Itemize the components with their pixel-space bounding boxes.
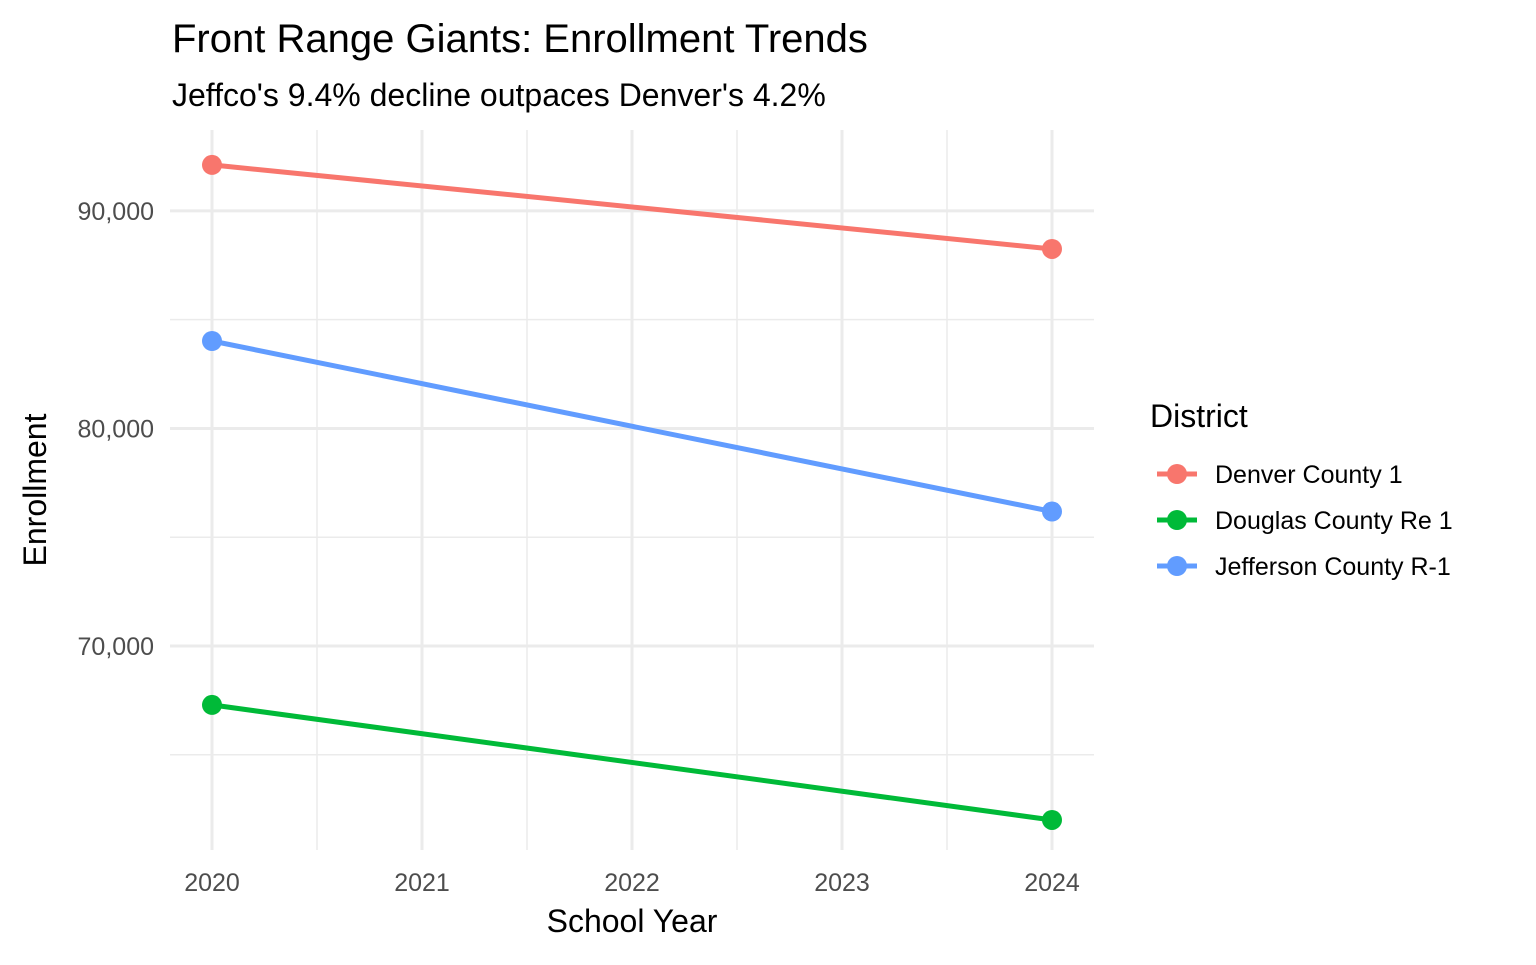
- data-point: [202, 154, 222, 175]
- chart-title: Front Range Giants: Enrollment Trends: [172, 17, 868, 61]
- data-point: [1042, 501, 1062, 522]
- y-tick-label: 70,000: [78, 633, 154, 661]
- legend-key-point: [1167, 464, 1187, 484]
- y-tick-label: 90,000: [78, 198, 154, 226]
- x-axis-ticks: 2020 2021 2022 2023 2024: [184, 869, 1080, 897]
- x-tick-label: 2020: [184, 869, 240, 897]
- x-tick-label: 2022: [604, 869, 660, 897]
- legend-label: Douglas County Re 1: [1215, 507, 1453, 535]
- x-tick-label: 2021: [394, 869, 450, 897]
- series-line: [211, 338, 1053, 514]
- y-axis-ticks: 70,000 80,000 90,000: [78, 198, 154, 661]
- chart-subtitle: Jeffco's 9.4% decline outpaces Denver's …: [172, 77, 826, 113]
- legend-key-point: [1167, 556, 1187, 576]
- data-point: [202, 330, 222, 351]
- legend-key-point: [1167, 510, 1187, 530]
- x-tick-label: 2024: [1024, 869, 1080, 897]
- data-point: [1042, 238, 1062, 259]
- y-tick-label: 80,000: [78, 415, 154, 443]
- x-axis-label: School Year: [547, 903, 718, 939]
- legend: District Denver County 1 Douglas County R…: [1150, 398, 1453, 581]
- data-point: [1042, 809, 1062, 830]
- y-axis-label: Enrollment: [17, 413, 53, 566]
- series-line: [211, 162, 1053, 252]
- legend-label: Jefferson County R-1: [1215, 553, 1451, 581]
- data-point: [202, 694, 222, 715]
- series-lines: [202, 154, 1062, 830]
- series-line: [211, 702, 1053, 823]
- legend-label: Denver County 1: [1215, 461, 1403, 489]
- legend-title: District: [1150, 398, 1248, 434]
- x-tick-label: 2023: [814, 869, 870, 897]
